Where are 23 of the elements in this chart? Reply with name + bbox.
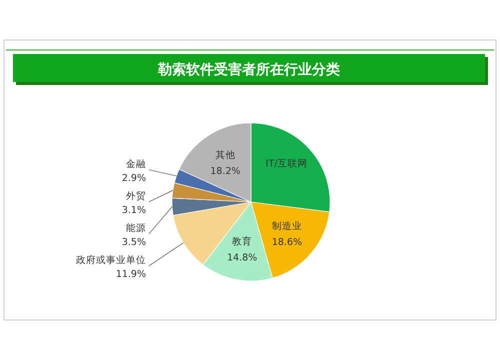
data-label: 18.6% [272, 236, 302, 248]
data-label: 2.9% [122, 172, 146, 184]
slice-label: 能源 [126, 222, 146, 234]
pie-slice [174, 168, 252, 202]
pie-slice [172, 198, 252, 216]
slice-label: 政府或事业单位 [76, 254, 146, 266]
data-label: 3.1% [122, 204, 146, 216]
data-label: 14.8% [227, 252, 258, 264]
slice-label: 外贸 [126, 190, 146, 202]
slice-label: 金融 [126, 158, 146, 170]
pie-slice [178, 122, 252, 202]
pie-slice [172, 182, 252, 202]
chart-title: 勒索软件受害者所在行业分类 [157, 61, 340, 78]
slice-label: 制造业 [272, 220, 302, 232]
title-bar: 勒索软件受害者所在行业分类 [13, 54, 488, 85]
pie-slice [250, 122, 330, 212]
data-label: 11.9% [116, 268, 146, 280]
slice-label: IT/互联网 [266, 158, 308, 170]
data-label: 3.5% [122, 236, 146, 248]
slice-label: 其他 [215, 149, 236, 162]
data-label: 18.2% [210, 166, 240, 178]
pie-slice [202, 202, 273, 282]
slice-label: 教育 [232, 236, 252, 248]
